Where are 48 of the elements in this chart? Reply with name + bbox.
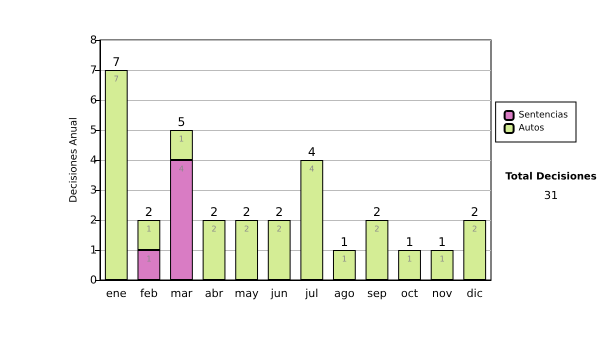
x-tick-label: ene — [106, 287, 127, 300]
x-tick-label: jun — [270, 287, 288, 300]
x-tick-label: abr — [204, 287, 224, 300]
data-label: 2 — [374, 224, 380, 234]
total-label: 4 — [308, 145, 316, 159]
y-tick-label: 8 — [90, 34, 97, 46]
data-label: 4 — [178, 164, 184, 174]
x-tick-label: feb — [140, 287, 158, 300]
legend-label: Sentencias — [518, 110, 568, 120]
total-label: 1 — [438, 235, 446, 249]
total-label: 2 — [275, 205, 284, 219]
data-label: 1 — [440, 254, 445, 264]
data-label: 2 — [211, 224, 217, 234]
y-tick-label: 2 — [90, 214, 97, 226]
x-tick-label: ago — [334, 287, 355, 300]
total-label: 2 — [470, 205, 479, 219]
data-label: 7 — [114, 74, 119, 84]
data-label: 1 — [178, 134, 184, 144]
text: Total Decisiones — [505, 172, 597, 182]
x-tick-label: may — [234, 287, 260, 300]
y-tick-label: 1 — [90, 244, 97, 256]
x-tick-label: dic — [466, 287, 483, 300]
data-label: 1 — [406, 254, 412, 264]
total-label: 2 — [242, 205, 250, 219]
data-label: 1 — [146, 254, 152, 264]
total-label: 2 — [373, 205, 381, 219]
data-label: 2 — [276, 224, 282, 234]
data-label: 1 — [342, 254, 347, 264]
x-tick-label: jul — [304, 287, 318, 300]
y-tick-label: 4 — [90, 154, 97, 166]
total-label: 5 — [178, 115, 186, 129]
total-label: 1 — [406, 235, 414, 249]
total-label: 2 — [210, 205, 218, 219]
x-tick-label: sep — [367, 287, 387, 300]
total-label: 2 — [145, 205, 153, 219]
x-tick-label: nov — [432, 287, 453, 300]
data-label: 4 — [309, 164, 314, 174]
y-tick-label: 7 — [90, 64, 97, 76]
legend-label: Autos — [518, 124, 545, 134]
text: 31 — [544, 189, 558, 202]
data-label: 1 — [146, 224, 152, 234]
x-tick-label: oct — [400, 287, 419, 300]
y-axis-title: Decisiones Anual — [68, 117, 80, 203]
data-label: 2 — [472, 224, 478, 234]
total-label: 7 — [112, 55, 120, 69]
data-label: 2 — [244, 224, 250, 234]
total-label: 1 — [340, 235, 348, 249]
x-tick-label: mar — [170, 287, 193, 300]
